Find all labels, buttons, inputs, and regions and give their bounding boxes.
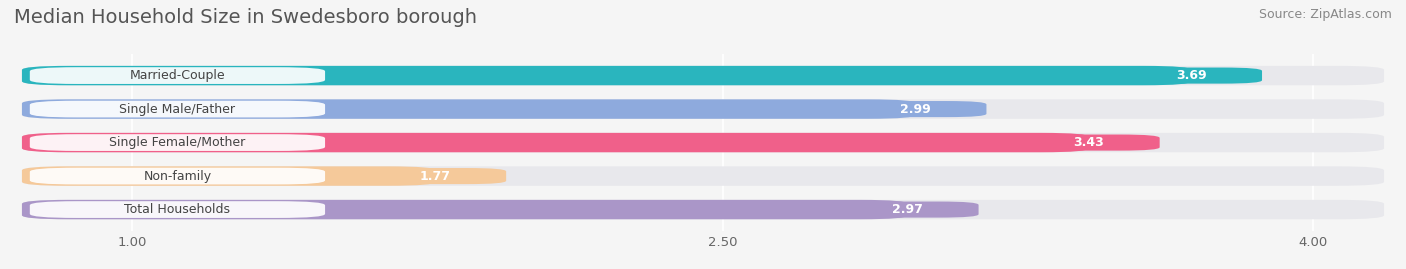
FancyBboxPatch shape: [22, 99, 915, 119]
Text: Source: ZipAtlas.com: Source: ZipAtlas.com: [1258, 8, 1392, 21]
FancyBboxPatch shape: [22, 166, 1384, 186]
Text: 3.69: 3.69: [1175, 69, 1206, 82]
FancyBboxPatch shape: [1121, 68, 1263, 84]
Text: 2.99: 2.99: [900, 102, 931, 116]
FancyBboxPatch shape: [30, 201, 325, 218]
FancyBboxPatch shape: [30, 67, 325, 84]
Text: Single Male/Father: Single Male/Father: [120, 102, 235, 116]
Text: 2.97: 2.97: [893, 203, 924, 216]
Text: 3.43: 3.43: [1073, 136, 1104, 149]
Text: Median Household Size in Swedesboro borough: Median Household Size in Swedesboro boro…: [14, 8, 477, 27]
FancyBboxPatch shape: [1018, 134, 1160, 151]
Text: Non-family: Non-family: [143, 169, 211, 183]
FancyBboxPatch shape: [364, 168, 506, 184]
Text: Married-Couple: Married-Couple: [129, 69, 225, 82]
FancyBboxPatch shape: [22, 133, 1384, 152]
FancyBboxPatch shape: [22, 166, 436, 186]
Text: 1.77: 1.77: [420, 169, 451, 183]
FancyBboxPatch shape: [22, 66, 1191, 85]
FancyBboxPatch shape: [30, 134, 325, 151]
FancyBboxPatch shape: [22, 200, 1384, 219]
FancyBboxPatch shape: [22, 133, 1088, 152]
Text: Total Households: Total Households: [125, 203, 231, 216]
FancyBboxPatch shape: [30, 101, 325, 118]
FancyBboxPatch shape: [837, 201, 979, 218]
FancyBboxPatch shape: [30, 168, 325, 185]
FancyBboxPatch shape: [22, 66, 1384, 85]
FancyBboxPatch shape: [22, 99, 1384, 119]
Text: Single Female/Mother: Single Female/Mother: [110, 136, 246, 149]
FancyBboxPatch shape: [22, 200, 908, 219]
FancyBboxPatch shape: [845, 101, 987, 117]
